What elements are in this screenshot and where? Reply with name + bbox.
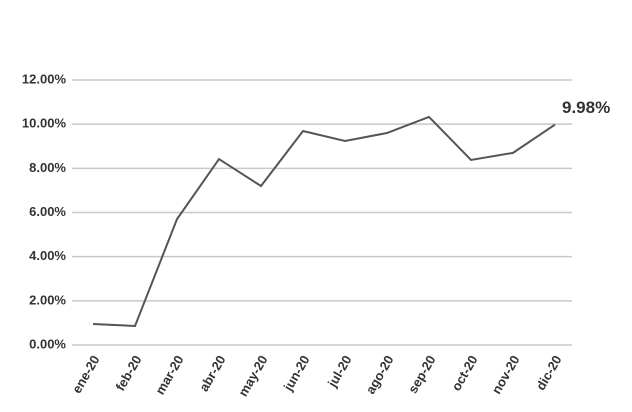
x-tick-label: ene-20 (69, 353, 103, 396)
line (92, 115, 556, 328)
x-tick-label: nov-20 (489, 353, 523, 397)
x-tick-label: jun-20 (280, 353, 313, 395)
data-label: 9.98% (562, 98, 610, 117)
x-tick-label: sep-20 (405, 353, 439, 396)
y-tick-label: 10.00% (22, 116, 67, 131)
x-tick-label: dic-20 (533, 353, 565, 393)
y-tick-label: 0.00% (29, 336, 66, 351)
x-tick-label: may-20 (235, 353, 270, 399)
x-tick-label: oct-20 (448, 353, 480, 394)
x-tick-label: jul-20 (324, 353, 354, 391)
y-tick-label: 2.00% (29, 292, 66, 307)
y-tick-label: 4.00% (29, 248, 66, 263)
x-tick-label: mar-20 (152, 353, 186, 397)
y-tick-label: 12.00% (22, 71, 67, 86)
x-tick-label: abr-20 (196, 353, 229, 394)
y-tick-label: 8.00% (29, 160, 66, 175)
x-tick-label: ago-20 (363, 353, 397, 397)
x-tick-label: feb-20 (112, 353, 144, 394)
y-tick-label: 6.00% (29, 204, 66, 219)
